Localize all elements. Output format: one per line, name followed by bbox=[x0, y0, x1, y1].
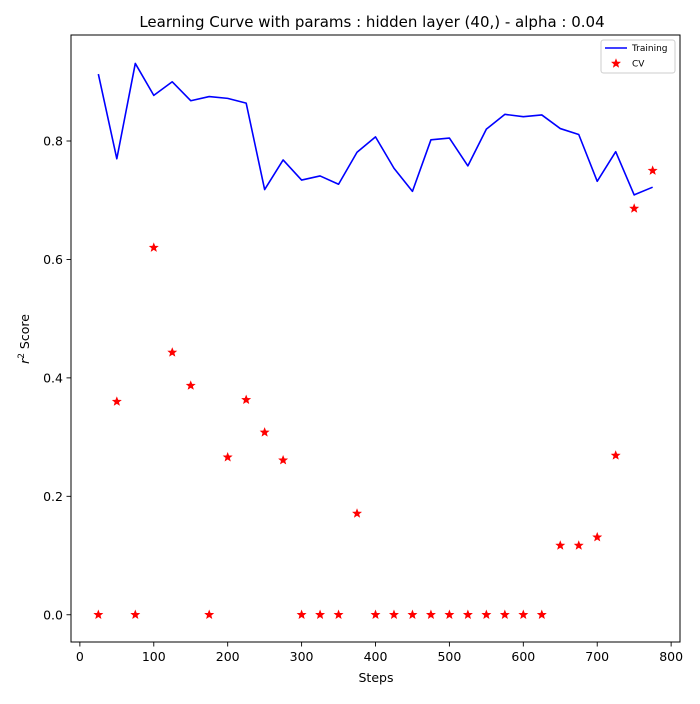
x-tick-label: 800 bbox=[659, 649, 683, 664]
cv-point bbox=[315, 609, 326, 619]
x-tick-label: 400 bbox=[364, 649, 388, 664]
cv-point bbox=[278, 454, 289, 465]
cv-point bbox=[204, 609, 215, 619]
cv-point bbox=[130, 609, 141, 619]
cv-point bbox=[481, 609, 492, 619]
cv-point bbox=[241, 394, 252, 405]
plot-area: 0 100 200 300 400 500 600 700 800 0.0 0.2 0.4 0.6 0.8… bbox=[43, 34, 683, 664]
cv-point bbox=[259, 427, 270, 437]
cv-point bbox=[518, 609, 529, 619]
y-axis-label: r2 Score bbox=[17, 314, 32, 364]
x-axis-label: Steps bbox=[359, 670, 394, 685]
legend-training-label: Training bbox=[631, 44, 668, 54]
chart-title: Learning Curve with params : hidden laye… bbox=[139, 13, 604, 31]
legend-cv-label: CV bbox=[632, 60, 645, 70]
x-tick-label: 200 bbox=[216, 649, 240, 664]
cv-point bbox=[425, 609, 436, 619]
y-tick-label: 0.4 bbox=[43, 370, 63, 385]
cv-point bbox=[389, 609, 399, 619]
cv-point bbox=[592, 531, 603, 542]
y-axis-label-sup: 2 bbox=[17, 353, 27, 359]
x-tick-label: 300 bbox=[290, 649, 314, 664]
cv-point bbox=[536, 609, 547, 619]
x-tick-label: 100 bbox=[142, 649, 166, 664]
y-tick-label: 0.0 bbox=[43, 607, 63, 622]
cv-point bbox=[185, 380, 196, 390]
cv-point bbox=[370, 609, 381, 619]
cv-point bbox=[111, 396, 122, 406]
cv-point bbox=[610, 450, 621, 460]
cv-point bbox=[222, 452, 233, 462]
cv-point bbox=[462, 609, 473, 619]
training-series-line bbox=[97, 62, 653, 196]
cv-point bbox=[333, 609, 344, 619]
cv-point bbox=[629, 203, 640, 213]
legend: Training CV bbox=[600, 39, 676, 74]
cv-point bbox=[148, 242, 159, 252]
cv-point bbox=[573, 540, 584, 550]
cv-point bbox=[352, 508, 362, 518]
cv-point bbox=[499, 609, 510, 619]
x-tick-label: 0 bbox=[76, 649, 84, 664]
cv-point bbox=[407, 609, 418, 619]
cv-point bbox=[167, 347, 178, 357]
cv-point bbox=[296, 609, 307, 619]
x-tick-label: 500 bbox=[437, 649, 461, 664]
cv-point bbox=[647, 165, 658, 175]
x-tick-label: 600 bbox=[511, 649, 535, 664]
cv-point bbox=[555, 540, 566, 550]
y-axis-label-var: r bbox=[17, 358, 32, 364]
y-tick-label: 0.2 bbox=[43, 489, 63, 504]
cv-point bbox=[93, 609, 104, 619]
y-tick-label: 0.6 bbox=[43, 252, 63, 267]
cv-point bbox=[444, 609, 455, 619]
y-tick-label: 0.8 bbox=[43, 134, 63, 149]
x-tick-label: 700 bbox=[585, 649, 609, 664]
legend-cv-marker bbox=[611, 58, 621, 68]
y-axis-label-suffix: Score bbox=[17, 314, 32, 353]
